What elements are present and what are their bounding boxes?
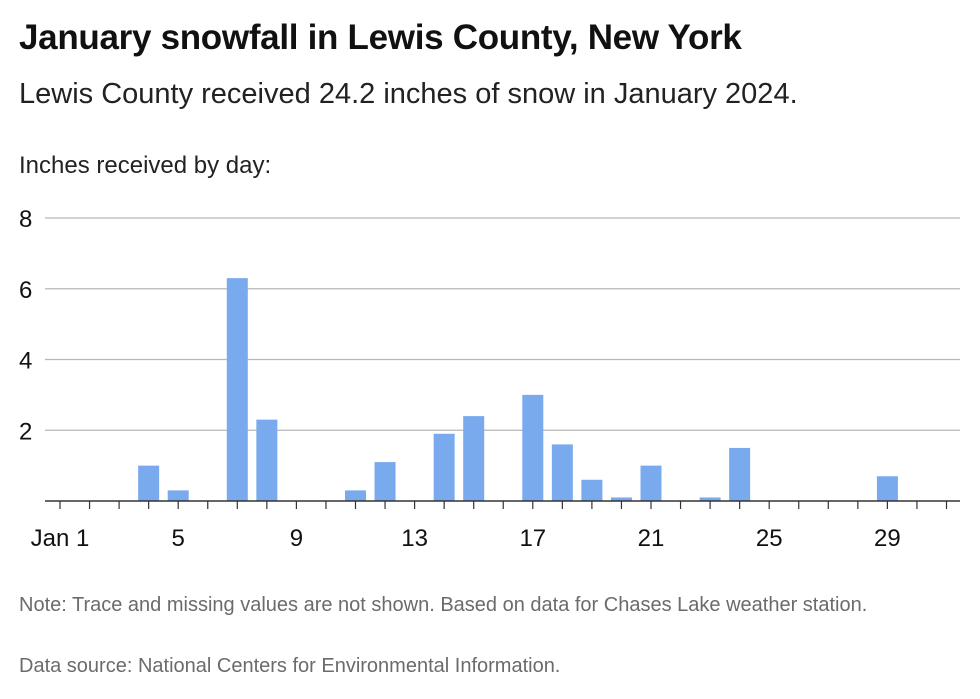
y-tick-label: 8	[19, 206, 32, 233]
bar	[729, 447, 751, 501]
x-tick-label: 25	[756, 525, 783, 552]
bar	[167, 490, 189, 501]
y-tick-label: 6	[19, 277, 32, 304]
data-source: Data source: National Centers for Enviro…	[19, 655, 561, 677]
y-tick-label: 4	[19, 348, 32, 375]
x-tick-label: Jan 1	[31, 525, 90, 552]
bar-chart: 2 4 6 8 Jan 1 5 9 13 17 21 25 29	[19, 206, 960, 552]
chart-title: January snowfall in Lewis County, New Yo…	[19, 18, 742, 57]
bar	[463, 416, 485, 501]
x-tick-label: 29	[874, 525, 901, 552]
y-tick-label: 2	[19, 418, 32, 445]
y-axis-label: Inches received by day:	[19, 152, 272, 179]
x-axis	[45, 500, 960, 509]
x-tick-label: 21	[638, 525, 665, 552]
bar	[581, 479, 603, 501]
footnote: Note: Trace and missing values are not s…	[19, 594, 868, 616]
bar	[256, 419, 278, 501]
bar	[551, 444, 573, 501]
x-tick-label: 13	[401, 525, 428, 552]
chart-subtitle: Lewis County received 24.2 inches of sno…	[19, 78, 798, 110]
bars	[138, 278, 898, 501]
tick-labels: 2 4 6 8 Jan 1 5 9 13 17 21 25 29	[19, 206, 901, 552]
bar	[876, 476, 898, 501]
bar	[138, 465, 160, 501]
bar	[699, 497, 721, 501]
bar	[345, 490, 366, 501]
x-tick-label: 5	[172, 525, 185, 552]
bar	[640, 465, 662, 501]
bar	[522, 394, 544, 501]
gridlines	[45, 217, 960, 431]
bar	[610, 497, 632, 501]
bar	[226, 278, 248, 501]
bar	[374, 462, 396, 501]
x-tick-label: 17	[519, 525, 546, 552]
bar	[433, 433, 455, 501]
x-tick-label: 9	[290, 525, 303, 552]
